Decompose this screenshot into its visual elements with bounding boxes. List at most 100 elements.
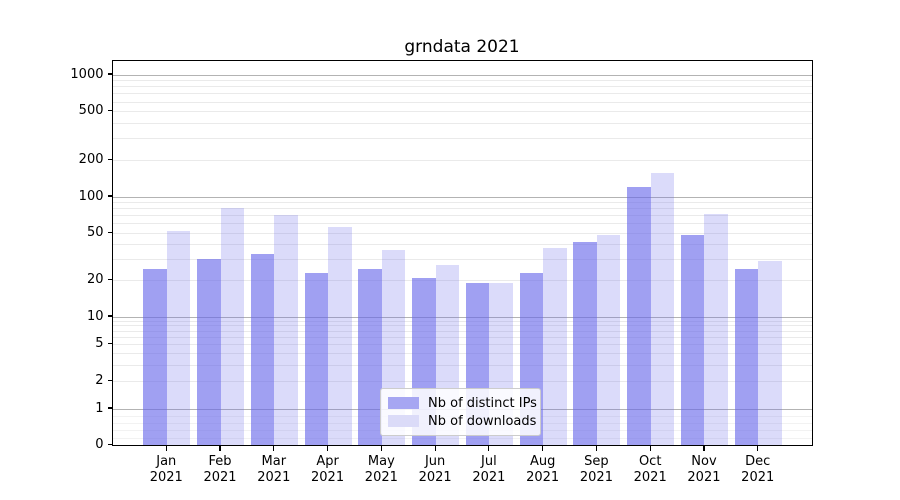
x-tick-label-may: May 2021	[364, 453, 398, 485]
bar-distinct-ips-dec	[734, 268, 759, 445]
y-tick-label-1: 1	[95, 400, 104, 416]
gridline	[113, 232, 812, 234]
gridline	[113, 138, 812, 140]
legend-swatch-distinct-ips	[388, 397, 419, 409]
x-tick-mark	[757, 445, 759, 451]
y-tick-label-100: 100	[78, 188, 104, 204]
gridline	[113, 201, 812, 203]
x-tick-label-apr: Apr 2021	[311, 453, 345, 485]
x-tick-mark	[595, 445, 597, 451]
legend-row-distinct-ips: Nb of distinct IPs	[388, 394, 537, 412]
x-tick-label-jun: Jun 2021	[418, 453, 452, 485]
x-tick-label-mar: Mar 2021	[257, 453, 291, 485]
bar-distinct-ips-sep	[573, 241, 597, 445]
y-tick-label-50: 50	[86, 224, 104, 240]
legend-row-downloads: Nb of downloads	[388, 412, 536, 430]
gridline	[113, 364, 812, 366]
y-tick-mark	[107, 443, 113, 446]
gridline	[113, 320, 812, 322]
y-tick-mark	[107, 407, 113, 409]
bar-downloads-jan	[166, 230, 191, 445]
bar-downloads-dec	[758, 261, 782, 445]
x-tick-label-jul: Jul 2021	[472, 453, 506, 485]
gridline	[113, 86, 812, 88]
y-tick-label-20: 20	[86, 272, 104, 288]
bar-distinct-ips-oct	[627, 186, 651, 445]
gridline	[113, 380, 812, 382]
x-tick-label-oct: Oct 2021	[633, 453, 667, 485]
y-tick-mark	[107, 158, 113, 160]
x-tick-mark	[219, 445, 221, 451]
y-tick-label-1000: 1000	[70, 66, 104, 82]
bar-downloads-aug	[543, 248, 567, 445]
gridline	[113, 80, 812, 82]
x-tick-mark	[703, 445, 705, 451]
gridline	[113, 330, 812, 332]
gridline	[113, 437, 812, 439]
plot-area	[112, 60, 813, 446]
y-tick-mark	[107, 343, 113, 345]
gridline	[113, 344, 812, 346]
x-tick-mark	[273, 445, 275, 451]
bar-downloads-nov	[704, 213, 728, 445]
x-tick-mark	[434, 445, 436, 451]
gridline	[113, 336, 812, 338]
gridline	[113, 244, 812, 246]
x-tick-label-dec: Dec 2021	[741, 453, 775, 485]
gridline	[113, 215, 812, 217]
x-tick-mark	[165, 445, 167, 451]
gridline	[113, 316, 812, 318]
y-tick-mark	[107, 110, 113, 112]
legend-swatch-downloads	[388, 415, 419, 427]
x-tick-mark	[326, 445, 329, 451]
bar-downloads-mar	[274, 215, 298, 445]
x-tick-label-jan: Jan 2021	[149, 453, 183, 485]
bar-distinct-ips-mar	[250, 254, 275, 445]
bar-downloads-sep	[596, 234, 621, 445]
x-tick-label-aug: Aug 2021	[526, 453, 560, 485]
gridline	[113, 111, 812, 113]
gridline	[113, 74, 812, 76]
y-tick-mark	[107, 231, 113, 233]
gridline	[113, 196, 812, 198]
legend-label-distinct-ips: Nb of distinct IPs	[428, 395, 537, 411]
gridline	[113, 259, 812, 261]
bar-downloads-apr	[328, 226, 352, 445]
y-tick-mark	[107, 379, 113, 381]
gridline	[113, 101, 812, 103]
legend-label-downloads: Nb of downloads	[428, 413, 537, 429]
x-tick-mark	[542, 445, 544, 451]
x-tick-label-feb: Feb 2021	[203, 453, 237, 485]
gridline	[113, 123, 812, 125]
x-tick-mark	[649, 445, 651, 451]
x-tick-mark	[380, 445, 382, 451]
x-tick-mark	[488, 445, 490, 451]
y-tick-mark	[107, 73, 113, 75]
y-tick-label-500: 500	[78, 103, 104, 119]
gridline	[113, 325, 812, 327]
gridline	[113, 223, 812, 225]
y-tick-label-200: 200	[78, 151, 104, 167]
y-tick-label-10: 10	[86, 308, 104, 324]
bar-distinct-ips-apr	[304, 273, 329, 445]
y-tick-mark	[107, 195, 113, 197]
y-tick-mark	[107, 279, 113, 281]
bar-distinct-ips-may	[358, 268, 382, 445]
bar-distinct-ips-feb	[197, 259, 221, 445]
gridline	[113, 280, 812, 282]
gridline	[113, 93, 812, 95]
gridline	[113, 159, 812, 161]
gridline	[113, 353, 812, 355]
bar-downloads-oct	[650, 173, 675, 445]
chart-title: grndata 2021	[404, 37, 520, 57]
x-tick-label-sep: Sep 2021	[579, 453, 613, 485]
y-tick-label-2: 2	[95, 372, 104, 388]
bar-downloads-feb	[220, 208, 245, 445]
gridline	[113, 208, 812, 210]
bar-distinct-ips-jan	[143, 268, 167, 445]
y-tick-mark	[107, 315, 113, 317]
legend: Nb of distinct IPs Nb of downloads	[380, 388, 541, 436]
y-tick-label-0: 0	[95, 437, 104, 452]
y-tick-label-5: 5	[95, 336, 104, 352]
